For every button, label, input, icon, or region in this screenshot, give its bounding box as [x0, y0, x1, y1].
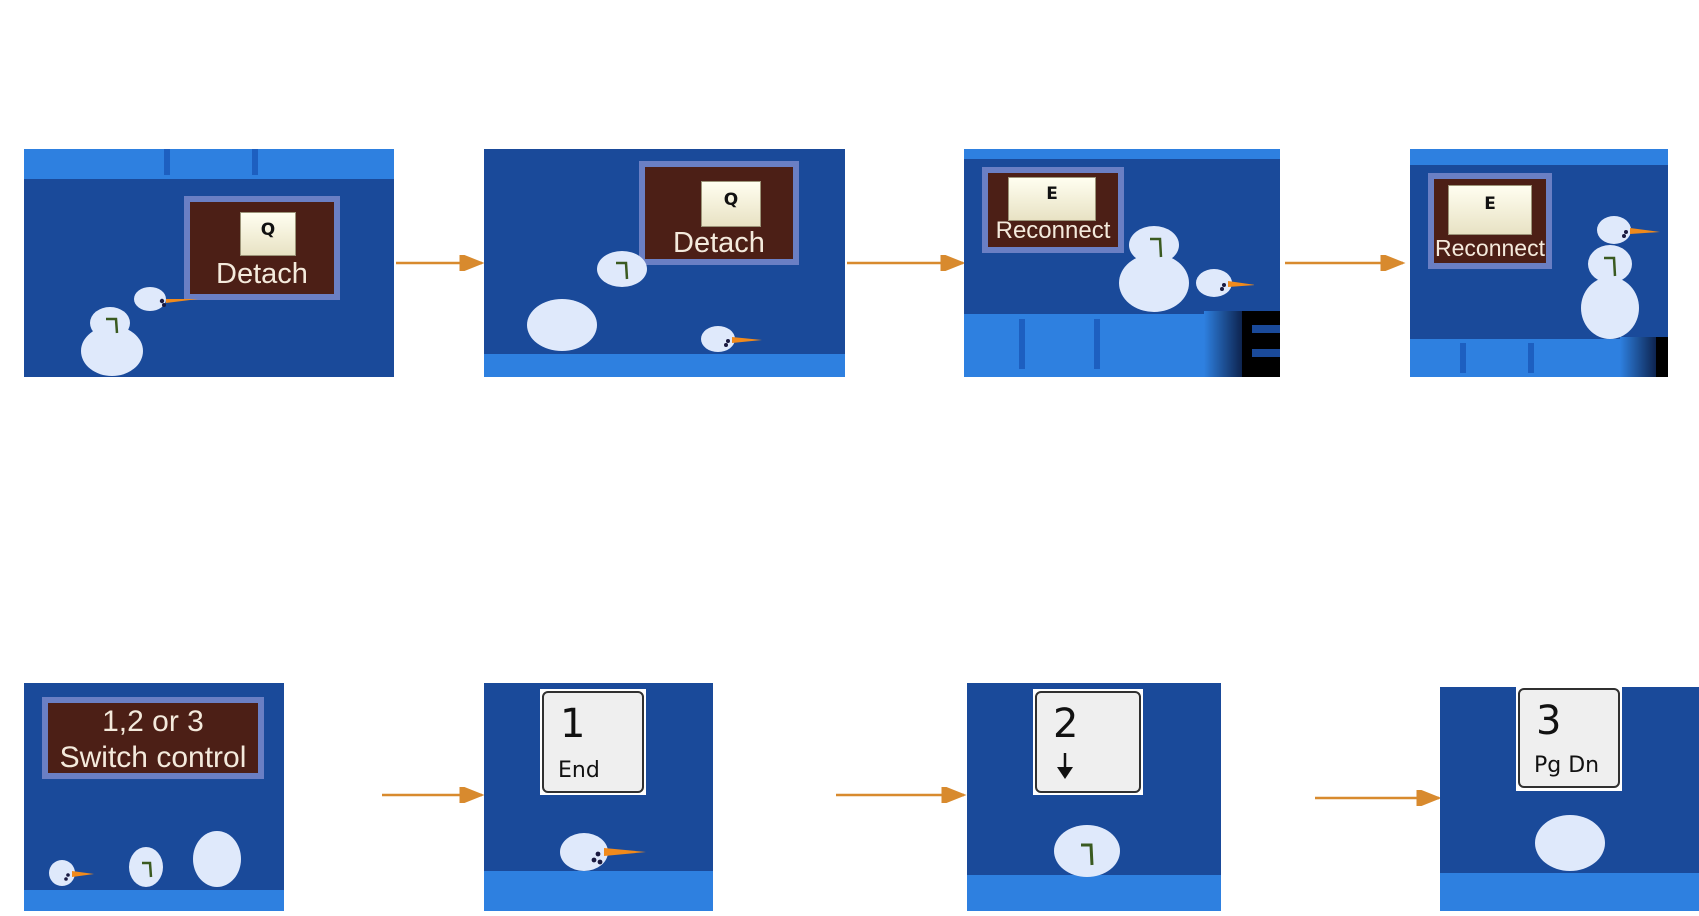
snowman-body-icon — [1535, 815, 1605, 871]
sign-label: Detach — [673, 227, 765, 259]
snowman-icon — [1119, 226, 1254, 312]
frame-reconnect-1: E Reconnect — [964, 149, 1280, 377]
switch-control-sign: 1,2 or 3 Switch control — [42, 697, 264, 779]
ladder-icon — [1242, 311, 1280, 377]
floor-platform — [1440, 873, 1699, 911]
key-number: 2 — [1053, 701, 1079, 747]
floor-seam — [1528, 343, 1534, 373]
snowman-icon — [1581, 216, 1660, 339]
ceiling-platform — [964, 149, 1280, 159]
arrow-right-icon — [382, 787, 485, 803]
arrow-right-icon — [1315, 790, 1442, 806]
sign-label: Reconnect — [1435, 235, 1545, 261]
platform-edge — [1204, 311, 1246, 377]
sign-label: Reconnect — [995, 217, 1111, 244]
sign-line-1: 1,2 or 3 — [102, 705, 204, 738]
key-label: End — [558, 758, 600, 783]
snowman-head-icon — [560, 833, 646, 871]
detach-sign: Q Detach — [184, 196, 340, 300]
detach-sign: Q Detach — [639, 161, 799, 265]
ladder-icon — [1656, 337, 1668, 377]
floor-seam — [1094, 319, 1100, 369]
key-2-down: 2 — [1035, 691, 1141, 793]
reconnect-sign: E Reconnect — [982, 167, 1124, 253]
snowman-icon — [81, 287, 198, 376]
ceiling-platform — [1410, 149, 1668, 165]
e-key: E — [1448, 185, 1532, 235]
reconnect-sign: E Reconnect — [1428, 173, 1552, 269]
key-1-end: 1 End — [542, 691, 644, 793]
ceiling-platform — [24, 149, 394, 179]
q-key: Q — [701, 181, 761, 227]
floor-platform — [484, 871, 713, 911]
q-key: Q — [240, 212, 296, 256]
frame-key-1: 1 End — [484, 683, 713, 911]
snowman-pieces-icon — [49, 831, 241, 887]
key-number: 1 — [560, 701, 586, 747]
floor-platform — [1410, 339, 1640, 377]
arrow-right-icon — [847, 255, 966, 271]
frame-switch-control: 1,2 or 3 Switch control — [24, 683, 284, 911]
frame-detach-2: Q Detach — [484, 149, 845, 377]
ceiling-seam — [252, 149, 258, 175]
floor-platform — [24, 890, 284, 911]
floor-seam — [1019, 319, 1025, 369]
arrow-right-icon — [836, 787, 967, 803]
snowman-middle-icon — [1054, 825, 1120, 877]
frame-reconnect-2: E Reconnect — [1410, 149, 1668, 377]
frame-detach-1: Q Detach — [24, 149, 394, 377]
frame-key-3: 3 Pg Dn — [1440, 687, 1699, 911]
arrow-right-icon — [1285, 255, 1406, 271]
snowman-pieces-icon — [527, 251, 762, 352]
key-label: Pg Dn — [1534, 753, 1600, 778]
ceiling-seam — [164, 149, 170, 175]
sign-line-2: Switch control — [59, 741, 247, 774]
key-number: 3 — [1536, 698, 1562, 744]
arrow-right-icon — [396, 255, 485, 271]
floor-seam — [1460, 343, 1466, 373]
e-key: E — [1008, 177, 1096, 221]
frame-key-2: 2 — [967, 683, 1221, 911]
floor-platform — [967, 875, 1221, 911]
key-3-pgdn: 3 Pg Dn — [1518, 688, 1620, 788]
platform-edge — [1620, 337, 1660, 377]
sign-label: Detach — [216, 258, 308, 290]
floor-platform — [484, 354, 845, 377]
down-arrow-icon — [1057, 753, 1073, 779]
